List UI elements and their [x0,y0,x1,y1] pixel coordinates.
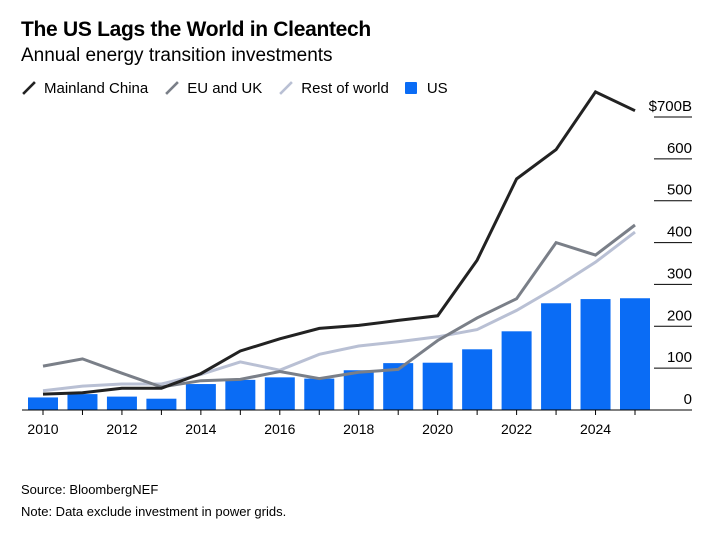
bar-us-2022 [501,331,532,410]
bar-us-2015 [225,379,256,410]
x-tick-label: 2014 [185,421,216,437]
bar-swatch-icon [404,82,417,94]
x-tick-label: 2020 [422,421,453,437]
footnote: Note: Data exclude investment in power g… [21,504,287,519]
series-line-eu-and-uk [42,223,636,389]
bar-us-2017 [304,378,335,410]
legend-label: Mainland China [44,79,149,97]
line-swatch-icon [21,80,37,96]
line-swatch-icon [164,80,180,96]
bar-us-2013 [146,398,177,410]
series-line-mainland-china [42,89,636,396]
legend-label: Rest of world [301,79,389,97]
legend-item-us: US [404,79,448,97]
legend-item-eu-and-uk: EU and UK [164,80,262,97]
bar-us-2021 [462,349,493,410]
bar-us-2012 [106,396,137,410]
line-swatch-icon [278,80,294,96]
y-tick-label: 400 [667,224,692,241]
bar-us-2010 [28,397,58,410]
y-tick-label: 100 [667,349,692,366]
x-tick-label: 2016 [264,421,295,437]
y-tick-label: 200 [667,307,692,324]
y-tick-label: 500 [667,182,692,199]
legend-item-mainland-china: Mainland China [21,80,148,97]
x-tick-label: 2024 [580,421,611,437]
legend-item-rest-of-world: Rest of world [278,80,389,97]
x-tick-label: 2010 [27,421,58,437]
series-line-rest-of-world [42,230,636,393]
bar-us-2014 [185,384,216,410]
y-tick-label: 300 [667,265,692,282]
chart-subtitle: Annual energy transition investments [21,45,333,66]
bar-us-2024 [580,299,611,410]
y-tick-label: 0 [684,391,692,408]
bar-us-2011 [67,394,98,410]
bar-us-2025 [620,298,650,410]
bar-us-2016 [264,377,295,410]
x-tick-label: 2022 [501,421,532,437]
x-tick-label: 2018 [343,421,374,437]
legend: Mainland China EU and UK Rest of world U… [21,78,464,98]
chart-plot: 0 100 200 300 400 500 600 $700B 2010 2012 2014 2016… [22,89,692,437]
bar-us-2020 [422,362,453,410]
chart-title: The US Lags the World in Cleantech [21,18,371,41]
bar-us-2023 [541,303,572,410]
x-tick-label: 2012 [106,421,137,437]
legend-label: EU and UK [187,79,263,97]
source-note: Source: BloombergNEF [21,482,159,497]
bar-us-2018 [343,370,374,410]
y-tick-label: 600 [667,140,692,157]
legend-label: US [426,79,448,97]
y-tick-label: $700B [649,98,692,115]
